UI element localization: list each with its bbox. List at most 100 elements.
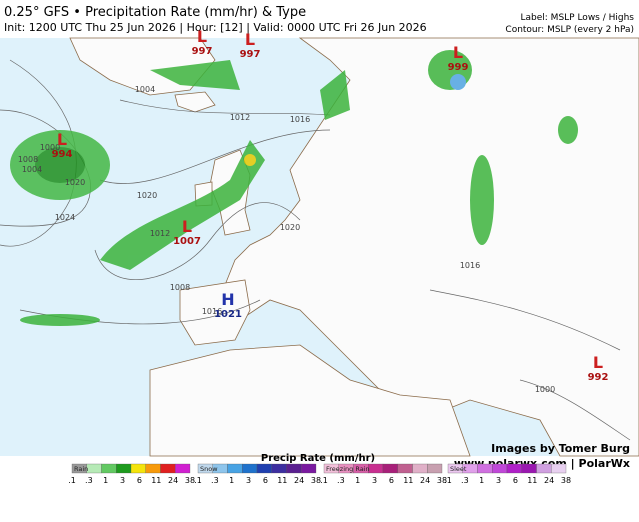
contour-label: 1016 bbox=[202, 307, 222, 316]
legend-tick: 6 bbox=[263, 476, 268, 485]
contour-label: 1004 bbox=[135, 85, 155, 94]
legend-group-name: Rain bbox=[74, 465, 88, 473]
legend-group-name: Sleet bbox=[450, 465, 467, 473]
colorbar-cell bbox=[86, 463, 102, 474]
precip-area bbox=[450, 74, 466, 90]
legend-tick: 24 bbox=[168, 476, 178, 485]
contour-label: 1020 bbox=[65, 178, 85, 187]
contour-note: Contour: MSLP (every 2 hPa) bbox=[505, 25, 634, 35]
credit: Images by Tomer Burg bbox=[491, 442, 630, 455]
africa bbox=[149, 344, 471, 457]
isobar bbox=[429, 289, 621, 351]
system-pressure: 992 bbox=[588, 372, 609, 383]
contour-label: 1004 bbox=[22, 165, 42, 174]
precip-area bbox=[244, 154, 256, 166]
colorbar-cell bbox=[116, 463, 132, 474]
precip-area bbox=[320, 70, 350, 120]
legend-tick: 11 bbox=[527, 476, 537, 485]
legend-tick: 24 bbox=[544, 476, 554, 485]
system-pressure: 997 bbox=[192, 46, 213, 57]
colorbar-cell bbox=[382, 463, 398, 474]
legend-tick: 3 bbox=[246, 476, 251, 485]
colorbar-cell bbox=[286, 463, 302, 474]
contour-label: 1016 bbox=[460, 261, 480, 270]
legend-title: Precip Rate (mm/hr) bbox=[261, 453, 375, 464]
colorbar-cell bbox=[397, 463, 413, 474]
legend-tick: 1 bbox=[103, 476, 108, 485]
colorbar-cell bbox=[130, 463, 146, 474]
legend-tick: .1 bbox=[320, 476, 328, 485]
legend-tick: 24 bbox=[294, 476, 304, 485]
legend-group-name: Freezing Rain bbox=[326, 465, 370, 473]
colorbar-cell bbox=[477, 463, 493, 474]
system-letter: L bbox=[57, 130, 67, 149]
legend-tick: 6 bbox=[137, 476, 142, 485]
system-pressure: 999 bbox=[448, 62, 469, 73]
legend-tick: 38 bbox=[311, 476, 321, 485]
colorbar-cell bbox=[368, 463, 384, 474]
colorbar-cell bbox=[427, 463, 443, 474]
legend-tick: 24 bbox=[420, 476, 430, 485]
precip-area bbox=[558, 116, 578, 144]
isobar bbox=[94, 202, 301, 280]
colorbar-cell bbox=[175, 463, 191, 474]
contour-label: 1008 bbox=[18, 155, 38, 164]
land bbox=[69, 37, 639, 457]
legend-tick: 38 bbox=[437, 476, 447, 485]
colorbar-cell bbox=[101, 463, 117, 474]
isobar bbox=[99, 129, 331, 184]
system-pressure: 994 bbox=[52, 149, 73, 160]
contour-label: 1012 bbox=[230, 113, 250, 122]
colorbar-cell bbox=[160, 463, 176, 474]
isobar bbox=[119, 99, 331, 116]
system-letter: L bbox=[182, 217, 192, 236]
label-note: Label: MSLP Lows / Highs bbox=[521, 13, 635, 23]
legend-tick: .1 bbox=[194, 476, 202, 485]
colorbar-cell bbox=[521, 463, 537, 474]
contour-label: 1020 bbox=[280, 223, 300, 232]
isobar bbox=[519, 379, 631, 441]
colorbar-cell bbox=[145, 463, 161, 474]
legend-tick: .1 bbox=[444, 476, 452, 485]
precip-area bbox=[35, 147, 85, 183]
legend-tick: 1 bbox=[355, 476, 360, 485]
colorbar-cell bbox=[256, 463, 272, 474]
legend-tick: 1 bbox=[479, 476, 484, 485]
colorbar-cell bbox=[271, 463, 287, 474]
contour-label: 1020 bbox=[137, 191, 157, 200]
legend-tick: 6 bbox=[389, 476, 394, 485]
iberia bbox=[179, 279, 251, 346]
legend-tick: 3 bbox=[120, 476, 125, 485]
contour-label: 1000 bbox=[40, 143, 60, 152]
colorbar-cell bbox=[551, 463, 567, 474]
legend-group-name: Snow bbox=[200, 465, 218, 473]
colorbar-cell bbox=[506, 463, 522, 474]
subtitle: Init: 1200 UTC Thu 25 Jun 2026 | Hour: [… bbox=[4, 21, 427, 34]
legend-tick: .1 bbox=[68, 476, 76, 485]
contour-label: 1000 bbox=[535, 385, 555, 394]
precip-area bbox=[20, 314, 100, 326]
legend-tick: 11 bbox=[403, 476, 413, 485]
legend-tick: 1 bbox=[229, 476, 234, 485]
colorbar-cell bbox=[536, 463, 552, 474]
iceland bbox=[174, 91, 216, 113]
legend-tick: 11 bbox=[151, 476, 161, 485]
legend-tick: .3 bbox=[461, 476, 469, 485]
colorbar-cell bbox=[492, 463, 508, 474]
legend-tick: .3 bbox=[337, 476, 345, 485]
system-letter: L bbox=[197, 27, 207, 46]
title: 0.25° GFS • Precipitation Rate (mm/hr) &… bbox=[4, 5, 306, 20]
colorbar-cell bbox=[242, 463, 258, 474]
contour-label: 1024 bbox=[55, 213, 75, 222]
contour-label: 1016 bbox=[290, 115, 310, 124]
system-letter: L bbox=[593, 353, 603, 372]
legend-tick: 11 bbox=[277, 476, 287, 485]
precipitation bbox=[10, 50, 578, 326]
precip-area bbox=[470, 155, 494, 245]
contour-label: 1012 bbox=[150, 229, 170, 238]
system-pressure: 1021 bbox=[214, 309, 242, 320]
contour-label: 1008 bbox=[170, 283, 190, 292]
precip-area bbox=[100, 140, 265, 270]
